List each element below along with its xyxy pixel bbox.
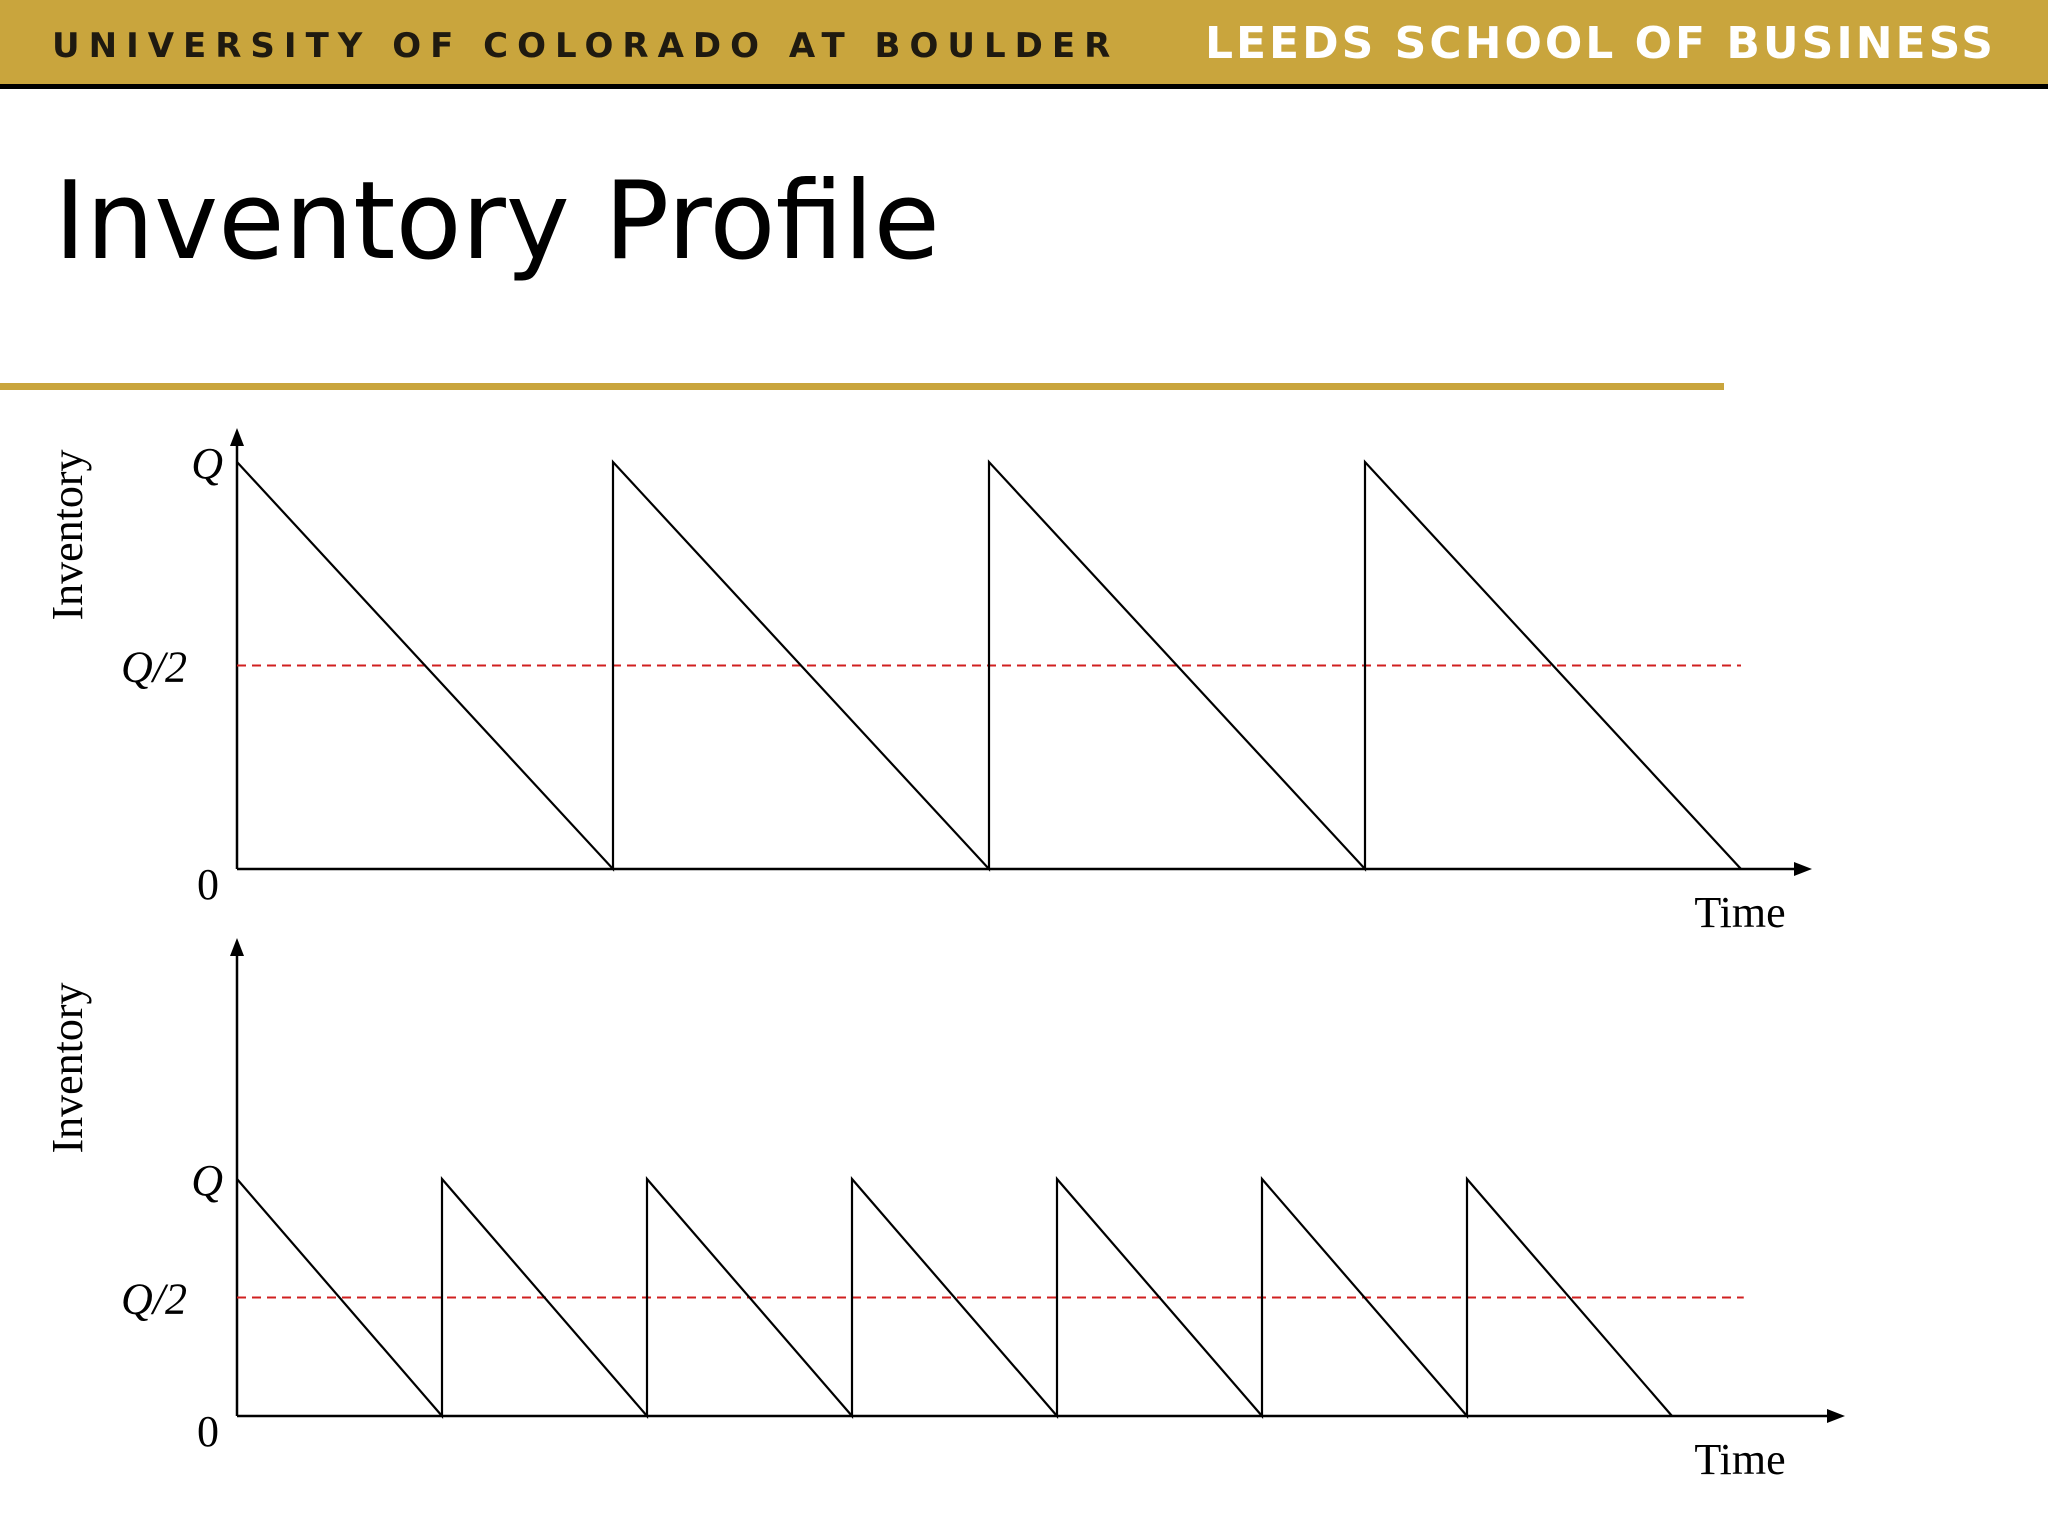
x-axis-label-2: Time	[1694, 1435, 1785, 1484]
tick-label-half-q-1: Q/2	[121, 643, 187, 692]
tick-label-q-1: Q	[191, 439, 223, 488]
y-axis-arrow-2	[230, 938, 244, 956]
inventory-sawtooth-1	[236, 459, 1742, 872]
y-axis-label-2: Inventory	[43, 982, 92, 1153]
tick-label-zero-1: 0	[197, 860, 219, 909]
x-axis-arrow-1	[1794, 862, 1812, 876]
y-axis-arrow-1	[230, 428, 244, 446]
school-name: LEEDS SCHOOL OF BUSINESS	[1204, 18, 1996, 69]
inventory-sawtooth-2	[236, 1176, 1673, 1419]
tick-label-q-2: Q	[191, 1156, 223, 1205]
university-name: UNIVERSITY OF COLORADO AT BOULDER	[52, 26, 1120, 66]
tick-label-zero-2: 0	[197, 1407, 219, 1456]
slide-title: Inventory Profile	[54, 159, 940, 284]
title-divider	[0, 383, 1724, 390]
x-axis-arrow-2	[1827, 1409, 1845, 1423]
tick-label-half-q-2: Q/2	[121, 1275, 187, 1324]
inventory-charts: 0 Q/2 Q Time Inventory 0 Q/2 Q Time Inventory	[43, 428, 1845, 1484]
header-banner: UNIVERSITY OF COLORADO AT BOULDER LEEDS …	[0, 0, 2048, 89]
x-axis-label-1: Time	[1694, 888, 1785, 937]
y-axis-label-1: Inventory	[43, 449, 92, 620]
